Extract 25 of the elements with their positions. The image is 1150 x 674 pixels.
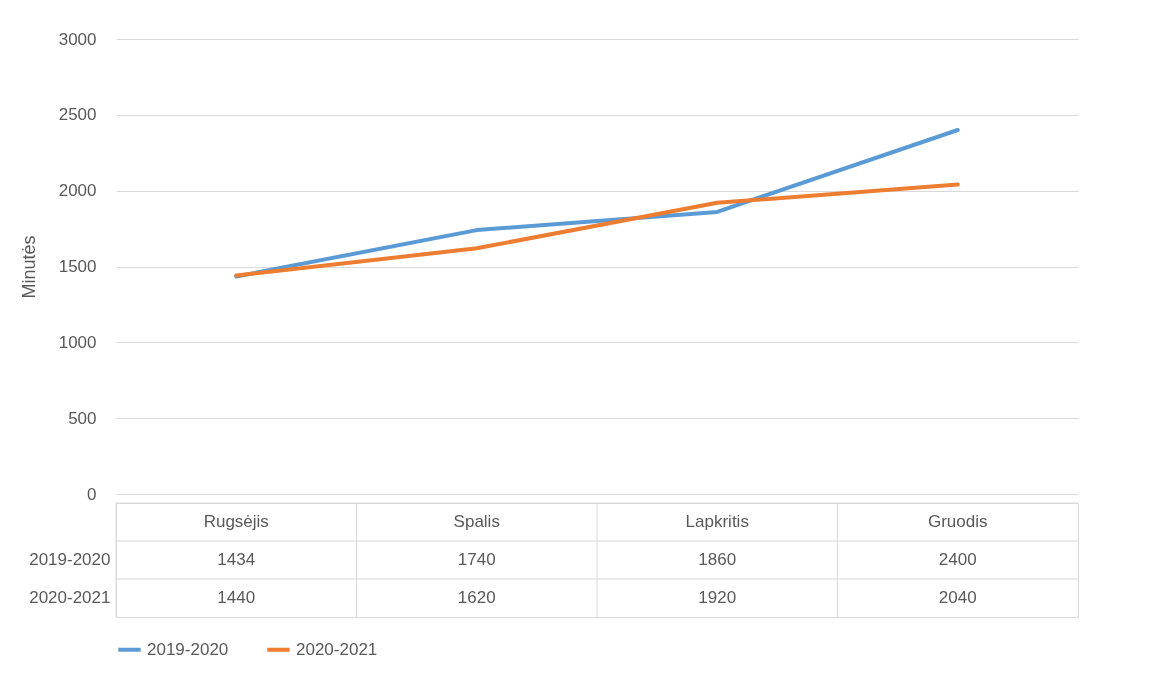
y-tick-label: 2500 <box>58 105 97 125</box>
y-axis-title: Minutės <box>18 235 39 299</box>
text: 2020-2021 <box>29 588 111 607</box>
y-tick-label: 3000 <box>58 29 97 49</box>
y-tick-label: 0 <box>87 484 97 504</box>
data-label: 1920 <box>698 588 737 607</box>
x-tick-label: Lapkritis <box>685 512 749 531</box>
x-tick-label: Spalis <box>453 512 500 531</box>
data-label: 1860 <box>698 550 737 569</box>
legend-label: 2020-2021 <box>296 639 378 659</box>
y-tick-label: 1000 <box>58 332 97 352</box>
data-label: 1620 <box>457 588 496 607</box>
line-series <box>234 182 960 278</box>
data-label: 2400 <box>938 550 977 569</box>
legend-label: 2019-2020 <box>147 639 229 659</box>
data-label: 1440 <box>217 588 256 607</box>
data-label: 2040 <box>938 588 977 607</box>
x-tick-label: Rugsėjis <box>203 512 269 531</box>
data-label: 1434 <box>217 550 256 569</box>
text: 2019-2020 <box>29 550 111 569</box>
y-tick-label: 2000 <box>58 181 97 201</box>
data-label: 1740 <box>457 550 496 569</box>
x-tick-label: Gruodis <box>927 512 988 531</box>
y-tick-label: 500 <box>68 408 97 428</box>
y-tick-label: 1500 <box>58 257 97 276</box>
